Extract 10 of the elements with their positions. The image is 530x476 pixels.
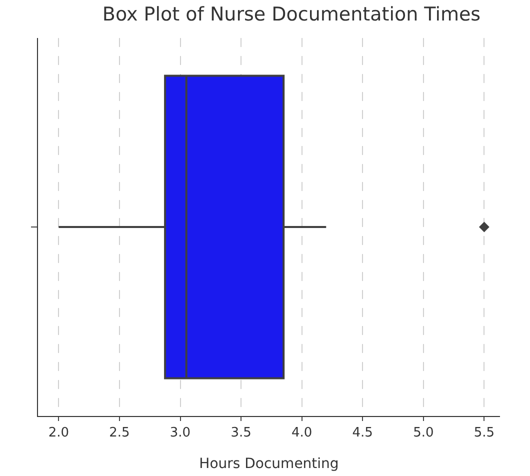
x-tick-label: 5.0 xyxy=(413,426,434,441)
x-axis-title: Hours Documenting xyxy=(199,456,339,472)
x-tick-label: 5.5 xyxy=(474,426,495,441)
x-tick-label: 4.0 xyxy=(291,426,312,441)
x-tick-label: 4.5 xyxy=(352,426,373,441)
x-tick-label: 3.0 xyxy=(170,426,191,441)
chart-title: Box Plot of Nurse Documentation Times xyxy=(102,3,481,26)
x-tick-label: 2.0 xyxy=(48,426,70,441)
x-tick-label: 2.5 xyxy=(109,426,130,441)
x-tick-label: 3.5 xyxy=(230,426,252,441)
